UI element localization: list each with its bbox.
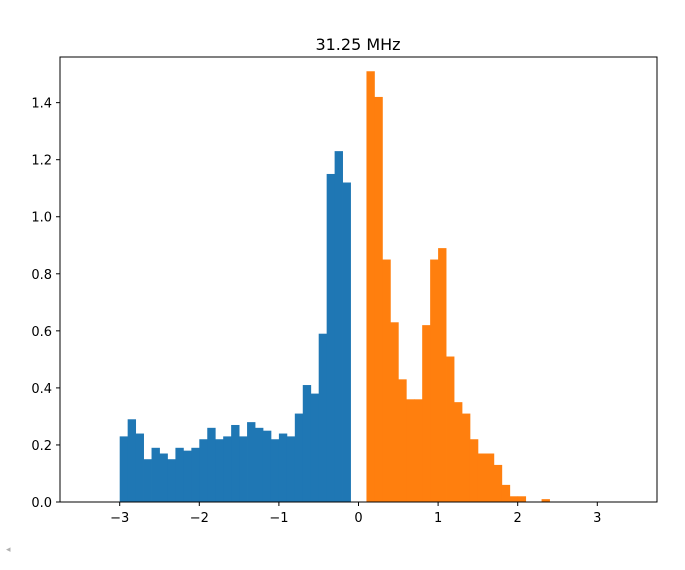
histogram-bar-series0-bin25 [318,333,328,502]
histogram-bar-series1-bin2 [382,259,391,502]
histogram-bar-series0-bin14 [231,424,240,502]
histogram-bar-series0-bin22 [294,413,304,502]
y-tick-label: 0.4 [31,382,52,397]
x-tick-label: 2 [514,511,522,526]
histogram-bar-series0-bin0 [119,436,129,502]
histogram-bar-series1-bin13 [469,439,479,502]
histogram-bar-series1-bin11 [454,402,463,502]
histogram-bar-series0-bin11 [207,427,216,502]
y-tick-label: 0.2 [31,439,52,454]
x-tick-label: −1 [269,511,288,526]
y-tick-label: 1.4 [31,97,52,112]
histogram-bar-series1-bin19 [517,496,527,502]
bars-group [119,71,550,502]
chart-title: 31.25 MHz [315,35,400,54]
histogram-bar-series1-bin15 [485,453,495,502]
x-tick-label: −3 [110,511,129,526]
histogram-bar-series0-bin9 [191,447,200,502]
histogram-bar-series0-bin28 [342,182,351,502]
histogram-bar-series0-bin20 [278,433,288,502]
histogram-bar-series0-bin16 [247,422,256,502]
histogram-bar-series1-bin8 [430,259,439,502]
histogram-bar-series1-bin9 [438,248,447,502]
histogram-bar-series0-bin6 [167,459,176,502]
histogram-bar-series1-bin12 [461,413,471,502]
y-tick-label: 0.8 [31,268,52,283]
histogram-bar-series1-bin1 [374,96,383,502]
histogram-bar-series1-bin22 [541,499,550,502]
histogram-bar-series1-bin6 [414,399,423,502]
histogram-bar-series0-bin18 [262,430,272,502]
histogram-bar-series0-bin26 [326,173,336,502]
histogram-bar-series0-bin10 [199,439,208,502]
histogram-bar-series0-bin4 [151,447,160,502]
histogram-bar-series0-bin13 [223,436,232,502]
x-axis: −3 −2 −1 0 1 2 3 [110,502,601,526]
y-tick-label: 1.0 [31,211,52,226]
histogram-bar-series0-bin1 [127,419,137,502]
y-axis: 0.0 0.2 0.4 0.6 0.8 1.0 1.2 1.4 [31,97,60,511]
plot-frame [59,56,658,503]
histogram-bar-series0-bin23 [302,385,312,502]
histogram-bar-series0-bin7 [175,447,184,502]
histogram-bar-series0-bin21 [286,436,296,502]
histogram-bar-series1-bin4 [398,379,407,502]
histogram-bar-series1-bin18 [509,496,519,502]
histogram-bar-series0-bin8 [183,450,192,502]
x-tick-label: 3 [593,511,601,526]
y-tick-label: 1.2 [31,154,52,169]
histogram-bar-series1-bin16 [493,464,503,502]
histogram-bar-series0-bin5 [159,453,168,502]
histogram-bar-series0-bin27 [334,151,343,502]
x-tick-label: −2 [190,511,209,526]
histogram-bar-series1-bin10 [446,356,455,502]
histogram-bar-series1-bin5 [406,399,415,502]
histogram-bar-series1-bin17 [501,484,511,502]
histogram-bar-series0-bin24 [310,393,320,502]
histogram-bar-series0-bin3 [143,459,152,502]
x-tick-label: 1 [434,511,442,526]
histogram-bar-series1-bin0 [366,71,375,502]
histogram-bar-series1-bin14 [477,453,487,502]
histogram-bar-series0-bin15 [239,436,248,502]
histogram-bar-series0-bin2 [135,433,144,502]
histogram-bar-series0-bin12 [215,439,224,502]
y-tick-label: 0.6 [31,325,52,340]
y-tick-label: 0.0 [31,496,52,511]
histogram-bar-series0-bin19 [270,439,280,502]
histogram-bar-series0-bin17 [255,427,264,502]
histogram-bar-series1-bin7 [422,325,431,502]
scroll-left-arrow[interactable]: ◂ [6,545,11,555]
histogram-bar-series1-bin3 [390,322,399,502]
x-tick-label: 0 [354,511,362,526]
